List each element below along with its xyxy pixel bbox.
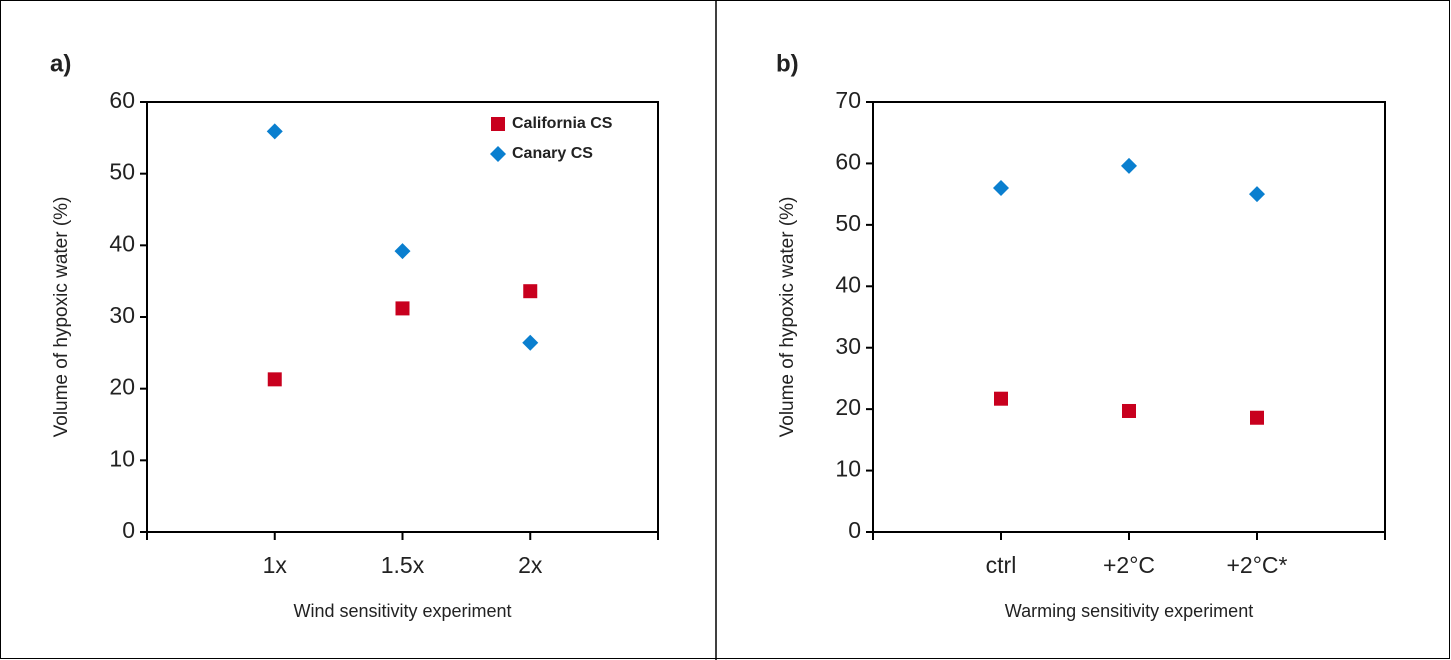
y-tick-label: 10 bbox=[109, 445, 135, 471]
y-tick-label: 20 bbox=[835, 394, 861, 420]
x-tick-label: 1x bbox=[263, 552, 288, 578]
x-tick-label: +2°C bbox=[1103, 552, 1155, 578]
point bbox=[994, 391, 1008, 406]
y-tick-label: 40 bbox=[109, 230, 135, 256]
point bbox=[266, 123, 283, 140]
y-tick-label: 20 bbox=[109, 374, 135, 400]
y-tick-label: 50 bbox=[109, 159, 135, 185]
point bbox=[394, 243, 411, 260]
y-tick-label: 60 bbox=[835, 149, 861, 175]
x-axis-label: Wind sensitivity experiment bbox=[293, 601, 511, 621]
point bbox=[1122, 403, 1136, 418]
y-axis-label: Volume of hypoxic water (%) bbox=[777, 197, 798, 438]
x-tick-label: 2x bbox=[518, 552, 543, 578]
y-tick-label: 30 bbox=[835, 333, 861, 359]
legend-marker bbox=[491, 117, 505, 131]
legend-marker bbox=[490, 146, 506, 162]
point bbox=[522, 334, 539, 351]
point bbox=[523, 284, 538, 299]
panel-label: b) bbox=[776, 50, 799, 77]
y-tick-label: 60 bbox=[109, 87, 135, 113]
x-axis-label: Warming sensitivity experiment bbox=[1005, 601, 1253, 621]
x-tick-label: +2°C* bbox=[1227, 552, 1288, 578]
y-tick-label: 0 bbox=[848, 517, 861, 543]
point bbox=[1249, 186, 1265, 203]
point bbox=[993, 180, 1009, 196]
legend-label: California CS bbox=[512, 115, 613, 132]
point bbox=[267, 372, 282, 387]
y-tick-label: 70 bbox=[835, 87, 861, 113]
x-tick-label: ctrl bbox=[986, 552, 1017, 578]
y-tick-label: 0 bbox=[122, 517, 135, 543]
y-tick-label: 40 bbox=[835, 271, 861, 297]
point bbox=[1250, 410, 1264, 425]
panel-label: a) bbox=[50, 50, 71, 77]
point bbox=[1121, 157, 1137, 174]
y-tick-label: 30 bbox=[109, 302, 135, 328]
y-tick-label: 10 bbox=[835, 456, 861, 482]
x-tick-label: 1.5x bbox=[381, 552, 425, 578]
y-tick-label: 50 bbox=[835, 210, 861, 236]
y-axis-label: Volume of hypoxic water (%) bbox=[51, 197, 72, 438]
point bbox=[395, 301, 410, 316]
legend-label: Canary CS bbox=[512, 145, 593, 162]
